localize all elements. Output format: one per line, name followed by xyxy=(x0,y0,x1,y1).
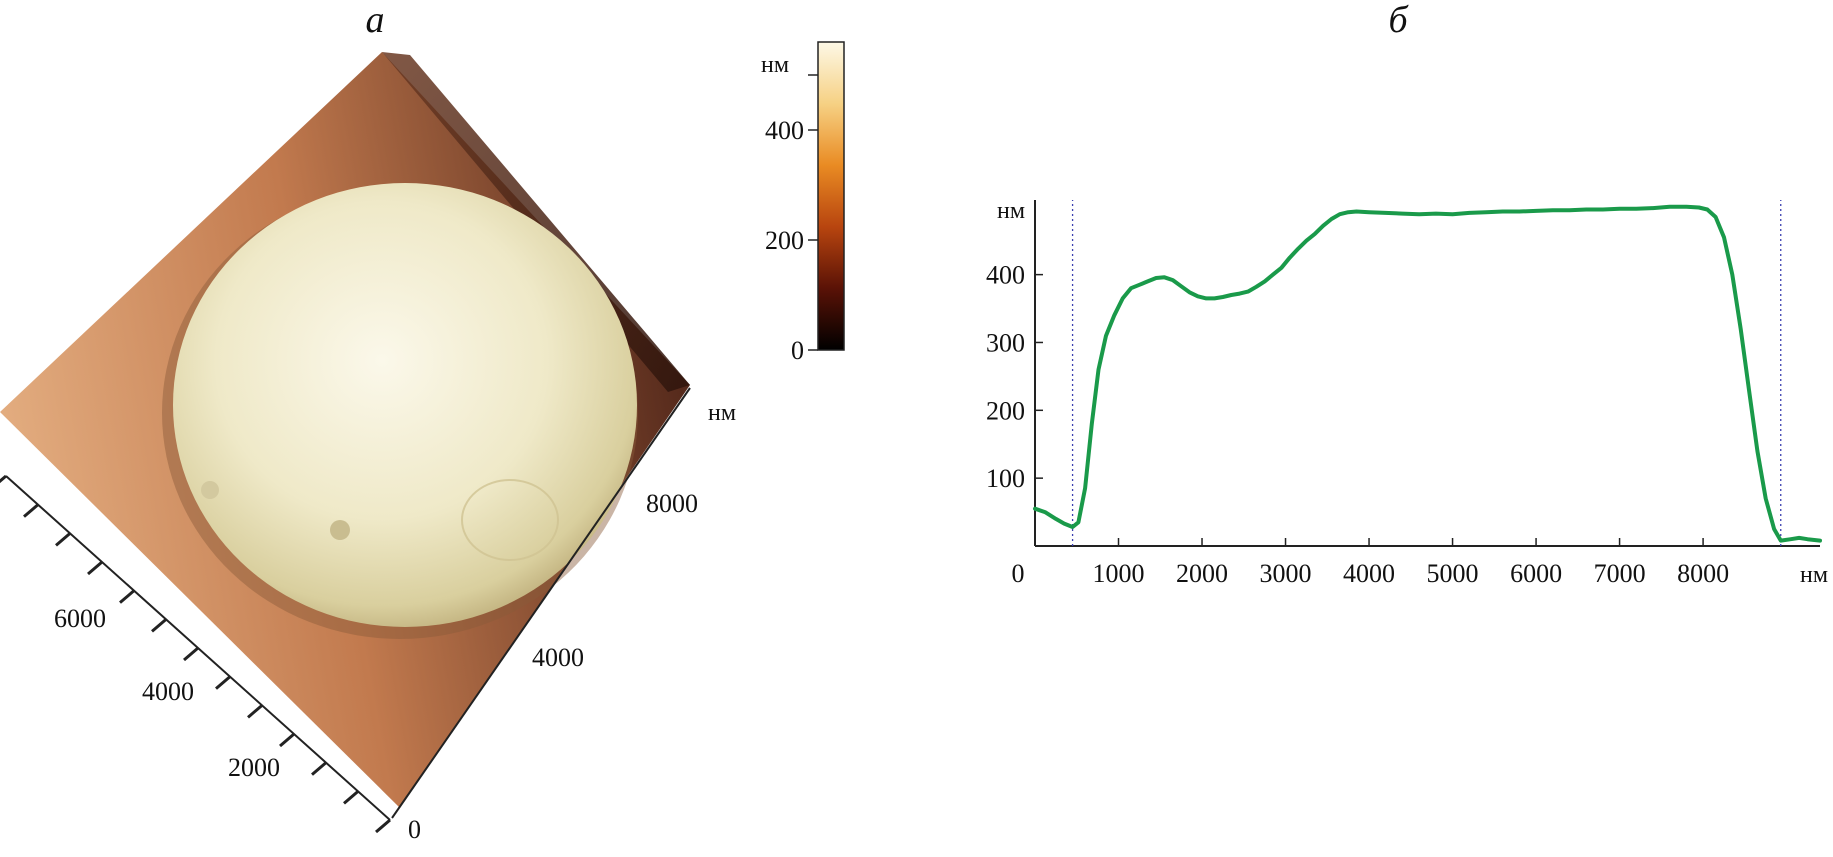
afm-x-tick-label: 2000 xyxy=(228,753,280,782)
afm-x-tick-mark xyxy=(55,532,71,547)
panel-b-label: б xyxy=(1388,0,1409,41)
afm-y-tick-label: 8000 xyxy=(646,489,698,518)
colorbar: нм 0 200 400 xyxy=(761,41,845,365)
profile-x-tick-label: 4000 xyxy=(1343,559,1395,588)
afm-droplet xyxy=(173,183,637,627)
profile-x-tick-label: 1000 xyxy=(1093,559,1145,588)
profile-x-tick-label: 8000 xyxy=(1677,559,1729,588)
afm-x-tick-mark xyxy=(119,589,135,604)
afm-y-unit: нм xyxy=(708,400,736,426)
afm-x-tick-mark xyxy=(151,618,167,633)
afm-x-tick-mark xyxy=(247,704,263,719)
afm-y-axis xyxy=(391,387,691,819)
afm-x-tick-mark xyxy=(375,818,391,834)
panel-b-profile: б 0 1000 2000 3000 4000 5000 6000 7000 8000 100 20… xyxy=(986,0,1828,588)
droplet-surface-feature xyxy=(461,479,559,561)
colorbar-tick-label: 0 xyxy=(791,336,804,365)
afm-x-tick-mark xyxy=(183,646,199,662)
afm-x-tick-label: 6000 xyxy=(54,604,106,633)
afm-x-tick-mark xyxy=(87,560,103,576)
afm-x-tick-mark xyxy=(0,474,7,484)
profile-y-tick-label: 200 xyxy=(986,396,1025,425)
afm-origin-label: 0 xyxy=(408,815,421,844)
colorbar-scale xyxy=(817,41,845,351)
panel-a-afm-3d: а 0 6000 4000 2000 4000 8000 нм xyxy=(0,0,736,844)
colorbar-tick-label: 400 xyxy=(765,116,804,145)
profile-x-tick-label: 0 xyxy=(1012,559,1025,588)
profile-x-tick-label: 6000 xyxy=(1510,559,1562,588)
profile-x-tick-label: 3000 xyxy=(1260,559,1312,588)
profile-x-tick-label: 7000 xyxy=(1594,559,1646,588)
panel-a-label: а xyxy=(366,0,385,41)
colorbar-unit: нм xyxy=(761,52,789,78)
afm-x-tick-mark xyxy=(23,503,39,518)
afm-x-tick-mark xyxy=(311,761,327,776)
droplet-surface-bump xyxy=(330,520,350,540)
profile-x-tick-label: 5000 xyxy=(1427,559,1479,588)
profile-plot: 0 1000 2000 3000 4000 5000 6000 7000 8000 100 200 3… xyxy=(986,198,1828,588)
profile-x-tick-label: 2000 xyxy=(1176,559,1228,588)
profile-series-line xyxy=(1033,204,1822,543)
afm-x-ticks xyxy=(0,474,391,834)
afm-x-tick-mark xyxy=(279,732,295,748)
afm-x-tick-label: 4000 xyxy=(142,677,194,706)
profile-y-tick-label: 100 xyxy=(986,464,1025,493)
afm-y-tick-label: 4000 xyxy=(532,643,584,672)
afm-x-tick-mark xyxy=(343,790,359,805)
afm-x-tick-mark xyxy=(215,675,231,690)
profile-x-unit: нм xyxy=(1800,562,1828,588)
profile-y-tick-label: 400 xyxy=(986,261,1025,290)
droplet-surface-bump xyxy=(201,481,219,499)
profile-y-unit: нм xyxy=(997,198,1025,224)
colorbar-ticks: 0 200 400 xyxy=(765,74,818,365)
colorbar-tick-label: 200 xyxy=(765,226,804,255)
profile-y-tick-label: 300 xyxy=(986,328,1025,357)
